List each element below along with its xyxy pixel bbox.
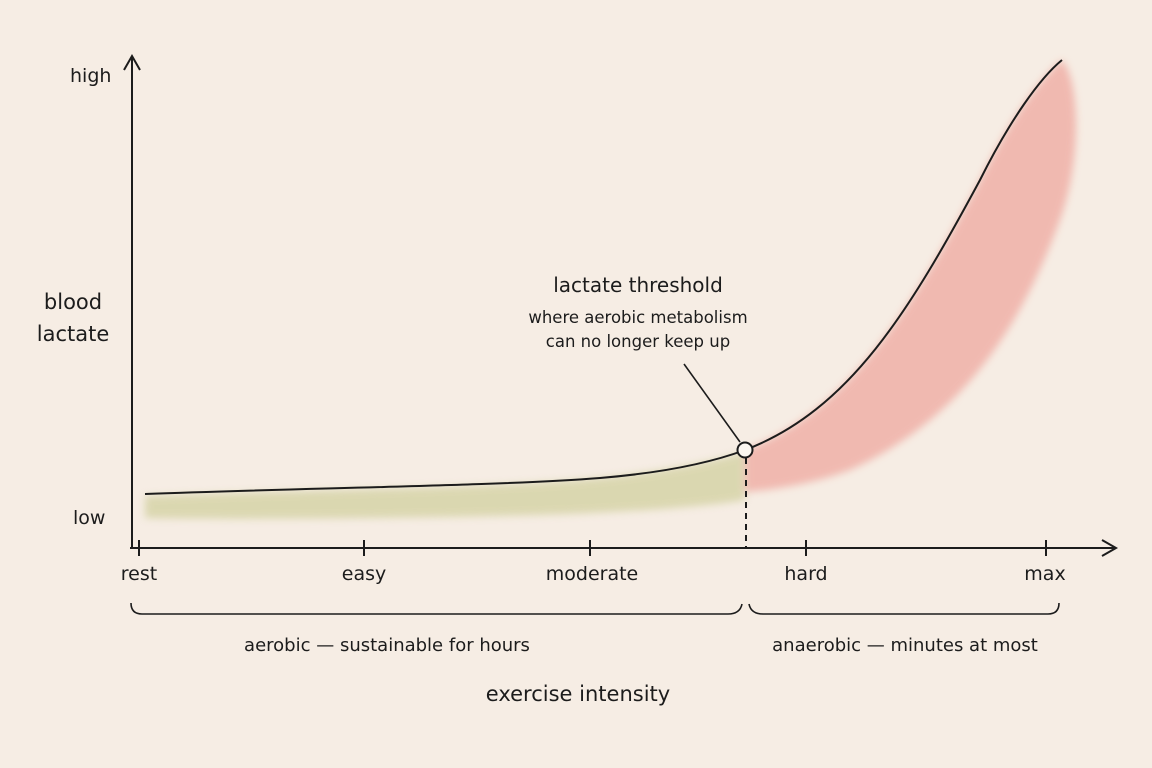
aerobic-brace <box>130 602 743 615</box>
tick-label-moderate: moderate <box>545 563 639 585</box>
threshold-leader-line <box>683 363 741 443</box>
threshold-point <box>736 441 754 459</box>
y-axis-title: blood lactate <box>37 286 110 350</box>
aerobic-band <box>145 452 745 519</box>
x-axis-arrow <box>1101 539 1119 557</box>
anaerobic-band <box>745 60 1076 492</box>
x-axis-title: exercise intensity <box>485 682 671 706</box>
tick-label-easy: easy <box>341 563 387 585</box>
tick-label-rest: rest <box>120 563 158 585</box>
tick-label-max: max <box>1024 563 1066 585</box>
threshold-description-line2: can no longer keep up <box>545 332 731 351</box>
y-axis-title-line1: blood <box>43 290 103 314</box>
anaerobic-brace <box>748 602 1060 615</box>
aerobic-zone-label: aerobic — sustainable for hours <box>244 635 530 656</box>
y-axis-title-line2: lactate <box>36 322 110 346</box>
y-axis-high-label: high <box>70 65 112 87</box>
anaerobic-zone-label: anaerobic — minutes at most <box>772 635 1038 656</box>
tick-label-hard: hard <box>784 563 828 585</box>
y-axis-arrow <box>123 53 141 71</box>
threshold-title: lactate threshold <box>553 273 723 297</box>
y-axis-low-label: low <box>73 507 106 529</box>
threshold-description-line1: where aerobic metabolism <box>528 308 748 327</box>
threshold-description: where aerobic metabolism can no longer k… <box>528 306 747 354</box>
